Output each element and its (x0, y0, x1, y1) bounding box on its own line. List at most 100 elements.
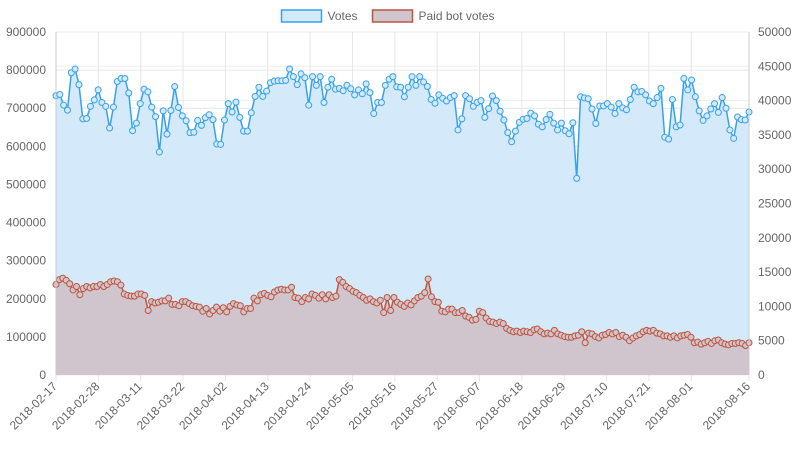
votes-point (711, 100, 719, 108)
votes-point (649, 100, 657, 108)
votes-point (194, 116, 202, 124)
votes-point (420, 78, 428, 86)
votes-point (588, 105, 596, 113)
votes-point (450, 92, 458, 100)
votes-point (75, 81, 83, 89)
paid-bot-votes-point (472, 315, 480, 323)
paid-bot-votes-point (499, 320, 507, 328)
votes-point (400, 93, 408, 101)
votes-point (565, 130, 573, 138)
votes-point (255, 83, 263, 91)
votes-point (538, 123, 546, 131)
votes-point (531, 112, 539, 120)
y-left-tick-label: 0 (39, 368, 46, 382)
votes-point (320, 99, 328, 107)
votes-point (707, 105, 715, 113)
votes-point (328, 75, 336, 83)
votes-point (243, 127, 251, 135)
y-right-tick-label: 5000 (758, 334, 785, 348)
paid-bot-votes-point (424, 275, 432, 283)
votes-point (542, 116, 550, 124)
votes-point (523, 115, 531, 123)
votes-point (481, 113, 489, 121)
series-layer (52, 65, 753, 375)
y-left-tick-label: 300000 (6, 254, 46, 268)
legend-item-paid-bot-votes[interactable]: Paid bot votes (371, 9, 495, 23)
votes-point (397, 83, 405, 91)
votes-point (224, 100, 232, 108)
votes-point (282, 76, 290, 84)
votes-point (485, 105, 493, 113)
votes-point (492, 97, 500, 105)
votes-point (431, 99, 439, 107)
votes-point (60, 101, 68, 109)
votes-point (132, 119, 140, 127)
votes-point (129, 127, 137, 135)
votes-point (293, 81, 301, 89)
y-right-tick-label: 50000 (758, 25, 792, 39)
votes-point (217, 140, 225, 148)
votes-point (286, 65, 294, 73)
votes-point (676, 121, 684, 129)
votes-point (626, 95, 634, 103)
votes-point (102, 102, 110, 110)
votes-point (309, 73, 317, 81)
votes-point (416, 73, 424, 81)
legend[interactable]: Votes Paid bot votes (280, 9, 495, 23)
votes-point (205, 111, 213, 119)
paid-bot-votes-point (72, 283, 80, 291)
votes-point (171, 83, 179, 90)
y-left-tick-label: 200000 (6, 292, 46, 306)
y-left-tick-label: 500000 (6, 177, 46, 191)
votes-point (714, 108, 722, 116)
votes-point (56, 91, 64, 98)
votes-point (381, 81, 389, 89)
legend-item-votes-label[interactable]: Votes (328, 9, 358, 23)
votes-point (680, 75, 688, 82)
legend-item-paid-bot-votes-swatch[interactable] (371, 9, 414, 23)
votes-point (508, 138, 516, 146)
y-right-tick-label: 15000 (758, 265, 792, 279)
legend-item-paid-bot-votes-label[interactable]: Paid bot votes (419, 9, 495, 23)
votes-point (370, 110, 378, 118)
y-left-tick-label: 900000 (6, 25, 46, 39)
votes-point (358, 90, 366, 98)
paid-bot-votes-point (76, 291, 84, 299)
votes-point (259, 92, 267, 100)
votes-point (155, 148, 163, 156)
votes-point (466, 95, 473, 103)
legend-item-votes[interactable]: Votes (280, 9, 358, 23)
paid-bot-votes-point (458, 307, 466, 315)
votes-point (511, 127, 519, 135)
votes-point (209, 116, 217, 124)
votes-point (668, 95, 676, 103)
votes-point (699, 116, 707, 124)
votes-point (247, 109, 255, 117)
votes-point (377, 99, 385, 107)
votes-point (312, 81, 320, 89)
votes-point (569, 119, 577, 127)
votes-point (351, 91, 359, 99)
votes-point (301, 74, 309, 82)
votes-point (607, 103, 615, 111)
votes-point (730, 134, 738, 142)
legend-item-votes-swatch[interactable] (280, 9, 323, 23)
votes-point (339, 87, 347, 95)
y-right-tick-label: 10000 (758, 299, 792, 313)
paid-bot-votes-point (288, 283, 296, 291)
paid-bot-votes-point (236, 302, 244, 310)
y-right-tick-label: 40000 (758, 94, 792, 108)
y-left-tick-label: 100000 (6, 330, 46, 344)
votes-point (109, 103, 117, 111)
votes-point (642, 91, 650, 99)
votes-point (404, 83, 412, 91)
votes-point (573, 174, 581, 182)
votes-point (615, 100, 623, 108)
votes-point (488, 92, 496, 100)
votes-point (251, 92, 259, 100)
votes-point (703, 112, 711, 120)
paid-bot-votes-area (56, 278, 749, 375)
votes-point (477, 97, 485, 105)
paid-bot-votes-point (479, 309, 487, 317)
